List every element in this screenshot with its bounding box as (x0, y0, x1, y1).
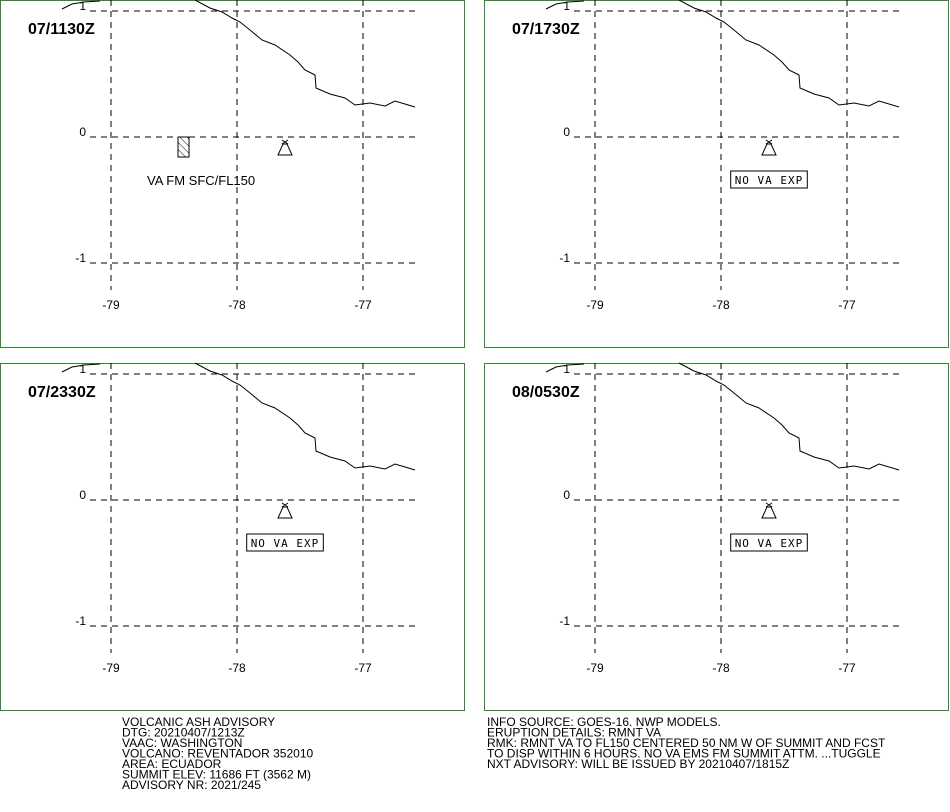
lat-tick-label: -1 (75, 251, 86, 265)
lon-tick-label: -77 (838, 661, 856, 675)
coastline (194, 362, 416, 471)
label-box (730, 533, 808, 552)
lon-tick-label: -78 (712, 661, 730, 675)
lon-tick-label: -79 (102, 661, 120, 675)
valid-time: 08/0530Z (512, 384, 580, 401)
lon-tick-label: -77 (354, 661, 372, 675)
advisory-line: DTG: 20210407/1213Z (122, 726, 245, 740)
valid-time: 07/2330Z (28, 384, 96, 401)
map-panel: 1 0 -1 -79 -78 -77 08/0530Z NO VA EXP (484, 362, 949, 711)
lon-tick-label: -78 (228, 661, 246, 675)
coastline (61, 0, 101, 10)
lon-tick-label: -77 (838, 298, 856, 312)
volcano-symbol (277, 502, 293, 519)
advisory-line: AREA: ECUADOR (122, 757, 222, 771)
ash-area (177, 136, 190, 158)
advisory-line: ERUPTION DETAILS: RMNT VA (487, 726, 661, 740)
lat-tick-label: 1 (563, 362, 570, 376)
coastline (545, 0, 585, 10)
coastline (545, 363, 585, 373)
lon-tick-label: -79 (102, 298, 120, 312)
valid-time: 07/1730Z (512, 21, 580, 38)
panel-frame (0, 363, 465, 711)
map-panel: 1 0 -1 -79 -78 -77 07/2330Z NO VA EXP (0, 362, 465, 711)
map-panel: 1 0 -1 -79 -78 -77 07/1730Z NO VA EXP (484, 0, 949, 348)
panel-frame (484, 0, 949, 348)
label-box (730, 170, 808, 189)
advisory-line: INFO SOURCE: GOES-16. NWP MODELS. (487, 715, 721, 729)
lat-tick-label: 1 (563, 0, 570, 13)
lat-tick-label: 0 (79, 125, 86, 139)
advisory-line: VAAC: WASHINGTON (122, 736, 242, 750)
lon-tick-label: -79 (586, 298, 604, 312)
lon-tick-label: -77 (354, 298, 372, 312)
coastline (194, 0, 416, 108)
label-box (246, 533, 324, 552)
volcano-symbol (277, 139, 293, 156)
panel-frame (0, 0, 465, 348)
lon-tick-label: -79 (586, 661, 604, 675)
coastline (678, 0, 900, 108)
ash-label: NO VA EXP (735, 537, 804, 550)
advisory-line: RMK: RMNT VA TO FL150 CENTERED 50 NM W O… (487, 736, 886, 750)
volcano-symbol (761, 139, 777, 156)
panel-frame (484, 363, 949, 711)
valid-time: 07/1130Z (28, 21, 95, 38)
advisory-line: SUMMIT ELEV: 11686 FT (3562 M) (122, 768, 311, 782)
advisory-line: VOLCANIC ASH ADVISORY (122, 715, 275, 729)
map-panel: 1 0 -1 -79 -78 -77 07/1130Z VA FM SFC/FL150 (0, 0, 465, 348)
coastline (61, 363, 101, 373)
lat-tick-label: 1 (79, 362, 86, 376)
lat-tick-label: 0 (563, 488, 570, 502)
lat-tick-label: 0 (563, 125, 570, 139)
lat-tick-label: -1 (75, 614, 86, 628)
ash-label: NO VA EXP (251, 537, 320, 550)
advisory-line: NXT ADVISORY: WILL BE ISSUED BY 20210407… (487, 757, 789, 771)
lat-tick-label: -1 (559, 614, 570, 628)
coastline (678, 362, 900, 471)
ash-label: NO VA EXP (735, 174, 804, 187)
lon-tick-label: -78 (712, 298, 730, 312)
advisory-line: TO DISP WITHIN 6 HOURS. NO VA EMS FM SUM… (487, 747, 881, 761)
lat-tick-label: 1 (79, 0, 86, 13)
volcano-symbol (761, 502, 777, 519)
advisory-line: ADVISORY NR: 2021/245 (122, 778, 261, 792)
lon-tick-label: -78 (228, 298, 246, 312)
lat-tick-label: -1 (559, 251, 570, 265)
advisory-line: VOLCANO: REVENTADOR 352010 (122, 747, 314, 761)
ash-label: VA FM SFC/FL150 (147, 173, 255, 188)
lat-tick-label: 0 (79, 488, 86, 502)
